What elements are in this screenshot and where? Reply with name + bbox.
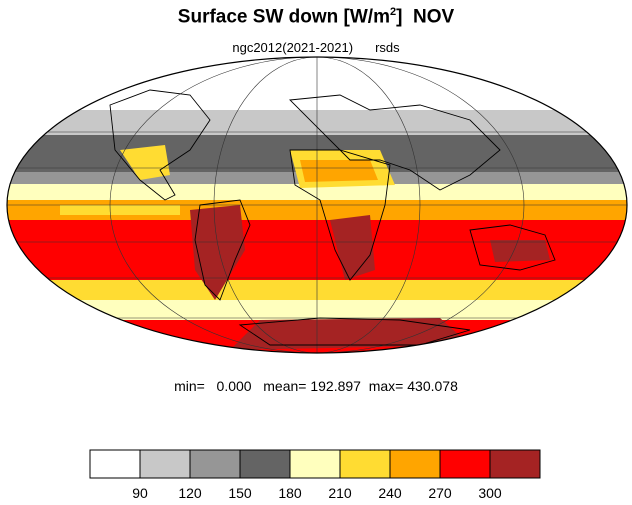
colorbar-boxes	[89, 449, 541, 479]
min-label: min=	[174, 378, 205, 394]
colorbar-tick-label: 90	[132, 485, 148, 501]
subtitle-run: ngc2012(2021-2021)	[232, 40, 354, 55]
band-southern-ocean	[7, 300, 627, 320]
colorbar-labels: 90 120 150 180 210 240 270 300	[132, 485, 502, 501]
max-label: max=	[368, 378, 404, 394]
title-superscript: 2	[389, 6, 397, 18]
colorbar-box	[489, 449, 541, 479]
patch-itcz-pacific	[60, 205, 180, 215]
coastlines	[109, 89, 556, 346]
colorbar-box	[139, 449, 191, 479]
patch-south-pacific	[40, 240, 160, 275]
colorbar-tick-label: 270	[428, 485, 452, 501]
colorbar: 90 120 150 180 210 240 270 300	[89, 449, 541, 501]
patch-southern-africa	[330, 215, 375, 280]
colorbar-tick-label: 120	[178, 485, 202, 501]
colorbar-box	[239, 449, 291, 479]
max-value: 430.078	[407, 378, 458, 394]
colorbar-box	[289, 449, 341, 479]
shortwave-field	[7, 57, 627, 353]
map-subtitle: ngc2012(2021-2021) rsds	[0, 40, 632, 55]
map-outline	[6, 56, 628, 354]
patch-australia-core	[490, 240, 550, 262]
title-text: Surface SW down [W/m	[177, 6, 390, 28]
colorbar-box	[389, 449, 441, 479]
patch-north-america	[120, 145, 170, 180]
world-map	[6, 56, 628, 354]
colorbar-tick-label: 300	[478, 485, 502, 501]
subtitle-variable: rsds	[375, 40, 400, 55]
colorbar-tick-label: 240	[378, 485, 402, 501]
patch-antarctica	[230, 318, 470, 350]
patch-south-america	[190, 205, 245, 300]
mean-value: 192.897	[310, 378, 361, 394]
colorbar-tick-label: 210	[328, 485, 352, 501]
title-close: ]	[396, 6, 403, 28]
colorbar-box	[89, 449, 141, 479]
colorbar-tick-label: 150	[228, 485, 252, 501]
colorbar-box	[439, 449, 491, 479]
map-title: Surface SW down [W/m2] NOV	[0, 6, 632, 28]
map-statistics: min= 0.000 mean= 192.897 max= 430.078	[0, 378, 632, 394]
band-north-high	[7, 110, 627, 135]
mean-label: mean=	[263, 378, 307, 394]
min-value: 0.000	[216, 378, 252, 394]
patch-sahara-core	[300, 160, 378, 182]
title-month: NOV	[413, 6, 455, 28]
colorbar-tick-label: 180	[278, 485, 302, 501]
colorbar-box	[339, 449, 391, 479]
colorbar-box	[189, 449, 241, 479]
